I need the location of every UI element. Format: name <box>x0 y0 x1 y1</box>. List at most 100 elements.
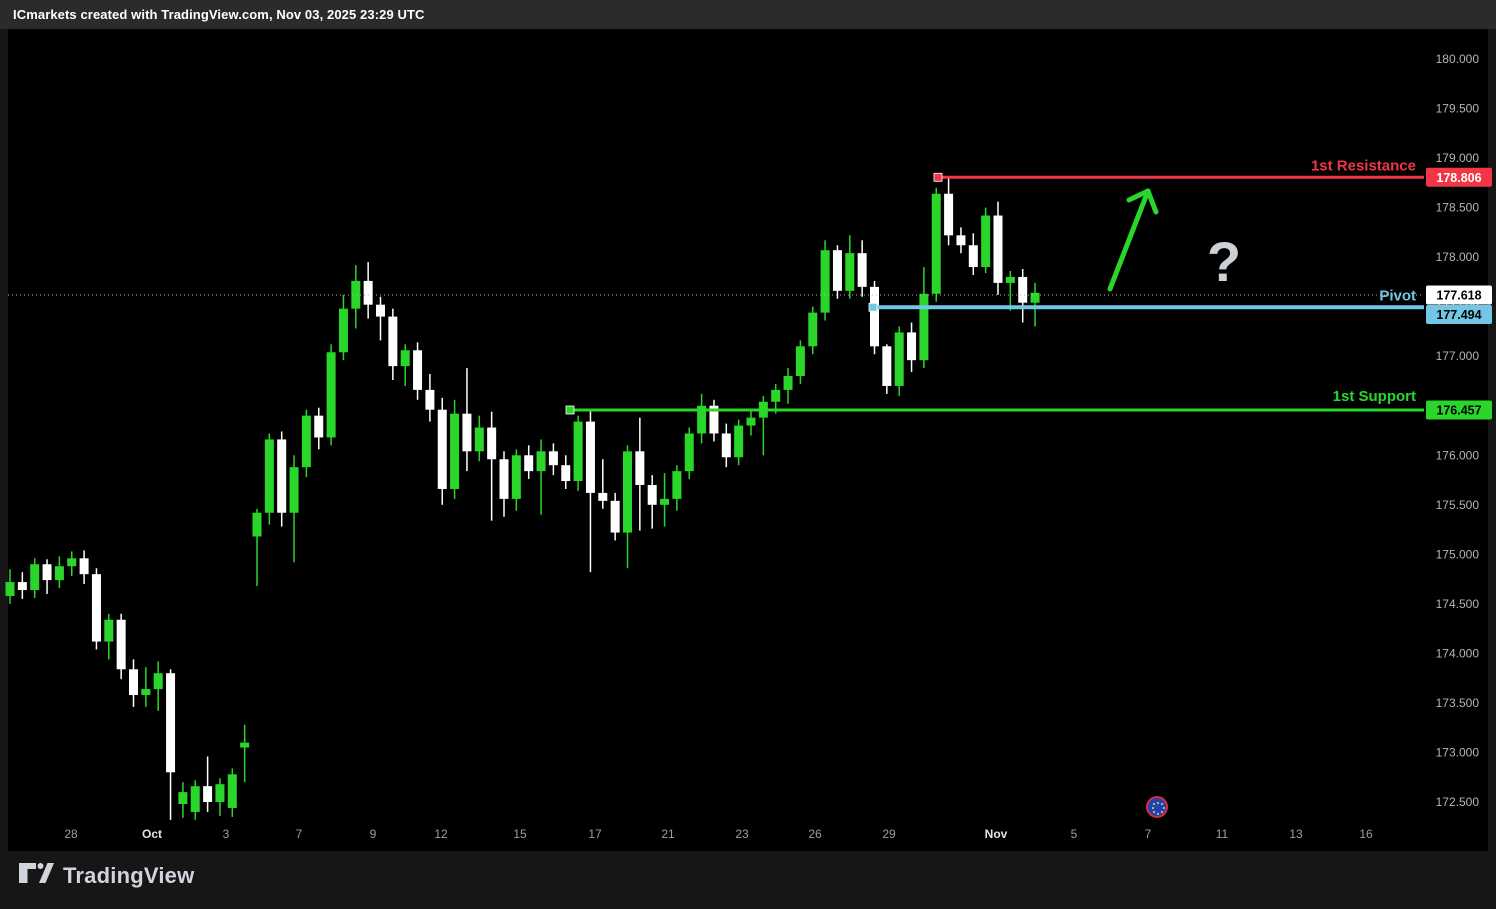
candle-body <box>697 405 707 434</box>
candle-body <box>104 619 114 642</box>
price-tick-label: 178.500 <box>1436 201 1480 215</box>
candle-body <box>548 451 558 466</box>
price-badge: 177.618 <box>1426 285 1492 305</box>
candle-body <box>870 286 879 347</box>
candle-body <box>894 332 904 386</box>
candle-body <box>931 193 941 294</box>
candle-body <box>264 439 274 513</box>
candle-body <box>832 250 842 291</box>
candle-body <box>413 350 423 390</box>
price-badge: 177.494 <box>1426 304 1492 324</box>
candle-body <box>734 425 744 458</box>
time-tick-label: 5 <box>1071 827 1078 841</box>
eu-flag-star <box>1162 807 1165 809</box>
eu-flag-star <box>1160 810 1163 813</box>
price-tick-label: 179.000 <box>1436 151 1480 165</box>
price-tick-label: 174.000 <box>1436 646 1480 660</box>
candlestick-series <box>5 176 1040 820</box>
candle-body <box>783 376 793 390</box>
candle-body <box>585 421 595 493</box>
candle-body <box>252 512 262 537</box>
time-tick-label: 29 <box>882 827 896 841</box>
candle-body <box>437 409 447 489</box>
eu-flag-star <box>1153 810 1156 813</box>
time-tick-label: 28 <box>64 827 78 841</box>
pivot-label[interactable]: Pivot <box>1379 287 1416 304</box>
price-tick-label: 175.500 <box>1436 498 1480 512</box>
candle-body <box>684 433 694 472</box>
price-badge: 176.457 <box>1426 400 1492 420</box>
candle-body <box>919 293 929 361</box>
price-tick-label: 180.000 <box>1436 52 1480 66</box>
candle-body <box>474 427 484 452</box>
candle-body <box>388 316 398 367</box>
time-axis[interactable]: 28 Oct 3 7 9 12 15 17 21 23 26 29 Nov 5 7 11 13 16 <box>64 827 1373 841</box>
pivot-line-anchor[interactable] <box>868 302 878 312</box>
candle-body <box>820 250 830 313</box>
time-tick-label: 9 <box>370 827 377 841</box>
price-tick-label: 173.000 <box>1436 745 1480 759</box>
candle-body <box>314 415 324 438</box>
chart-header-bar: ICmarkets created with TradingView.com, … <box>0 0 1496 29</box>
candle-body <box>79 558 89 575</box>
candle-body <box>289 467 299 513</box>
tradingview-logo[interactable]: TradingView <box>18 860 194 891</box>
time-tick-label: 23 <box>735 827 749 841</box>
svg-text:177.494: 177.494 <box>1436 308 1481 322</box>
support-label[interactable]: 1st Support <box>1333 388 1416 405</box>
time-tick-label: Nov <box>985 827 1008 841</box>
candle-body <box>30 564 40 591</box>
price-tick-label: 177.000 <box>1436 349 1480 363</box>
candle-body <box>623 451 632 533</box>
price-axis[interactable]: 180.000179.500179.000178.500178.000177.5… <box>1436 52 1480 809</box>
up-arrow-icon[interactable] <box>1107 188 1159 292</box>
candle-body <box>968 245 978 268</box>
candle-body <box>425 389 435 410</box>
eu-flag-icon[interactable] <box>1146 796 1168 818</box>
candle-body <box>746 417 756 426</box>
candle-body <box>277 439 287 513</box>
candle-body <box>771 389 781 402</box>
eu-flag-star <box>1153 803 1156 806</box>
candle-body <box>795 346 805 377</box>
time-tick-label: 26 <box>808 827 822 841</box>
question-mark-annotation[interactable]: ? <box>1207 230 1241 293</box>
candle-body <box>153 673 163 690</box>
candle-body <box>42 564 52 581</box>
candle-body <box>351 280 361 309</box>
price-tick-label: 173.500 <box>1436 696 1480 710</box>
candle-body <box>907 332 917 361</box>
svg-text:176.457: 176.457 <box>1436 404 1481 418</box>
candle-body <box>573 421 583 482</box>
time-tick-label: 15 <box>513 827 527 841</box>
candle-body <box>857 253 867 287</box>
svg-text:177.618: 177.618 <box>1436 288 1481 302</box>
candle-body <box>882 346 892 386</box>
price-tick-label: 178.000 <box>1436 250 1480 264</box>
time-tick-label: 16 <box>1359 827 1373 841</box>
svg-text:178.806: 178.806 <box>1436 171 1481 185</box>
candle-body <box>610 500 620 533</box>
candle-body <box>981 215 991 268</box>
candle-body <box>363 280 373 305</box>
candle-body <box>808 312 818 347</box>
support-line-anchor[interactable] <box>565 405 575 415</box>
candle-body <box>845 253 855 291</box>
resistance-line-anchor[interactable] <box>933 172 943 182</box>
time-tick-label: 13 <box>1289 827 1303 841</box>
candle-body <box>487 427 497 460</box>
candle-body <box>215 784 225 803</box>
candle-body <box>227 774 237 808</box>
candle-body <box>203 786 213 803</box>
candle-body <box>598 492 608 501</box>
eu-flag-star <box>1151 807 1154 809</box>
resistance-label[interactable]: 1st Resistance <box>1311 157 1416 174</box>
candle-body <box>54 566 64 581</box>
chart-plot-area[interactable] <box>8 29 1488 851</box>
candle-body <box>166 673 176 773</box>
candle-body <box>5 582 15 596</box>
candle-body <box>524 455 534 472</box>
eu-flag-star <box>1157 801 1159 804</box>
candle-body <box>91 574 101 642</box>
